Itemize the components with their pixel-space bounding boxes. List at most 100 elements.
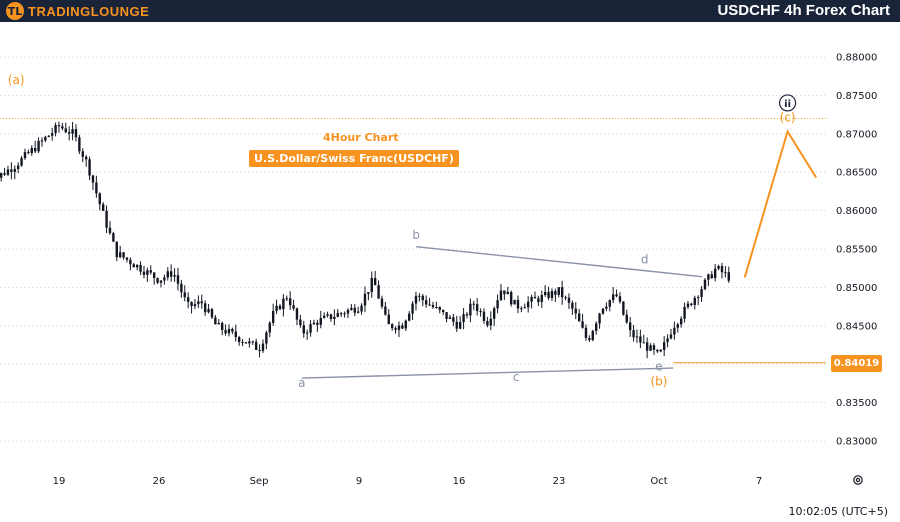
x-tick-label: Sep (250, 476, 269, 487)
candle-body (152, 272, 156, 278)
candle-body (618, 296, 622, 302)
candle-body (13, 168, 16, 172)
candle-body (564, 297, 567, 299)
candle-body (713, 268, 717, 279)
pair-label: U.S.Dollar/Swiss Franc(USDCHF) (249, 150, 459, 167)
candle-body (662, 342, 666, 350)
candle-body (115, 241, 118, 258)
wave-circle-icon (778, 94, 797, 112)
candle-body (703, 279, 707, 290)
candle-body (693, 297, 696, 305)
candle-body (642, 342, 645, 344)
candle-body (387, 314, 390, 325)
candle-body (543, 291, 547, 296)
candle-body (435, 306, 438, 308)
candle-body (360, 305, 363, 312)
candle-body (404, 320, 407, 329)
chart-plot[interactable]: 0.88000 0.87500 0.87000 0.86500 0.86000 0.855… (0, 22, 900, 522)
candle-body (169, 271, 173, 277)
candle-body (598, 313, 601, 324)
candle-body (526, 301, 530, 308)
settings-icon[interactable] (852, 474, 864, 486)
candle-body (523, 307, 526, 309)
candle-body (394, 328, 397, 330)
candle-body (319, 317, 322, 325)
candle-body (20, 158, 23, 166)
candle-body (27, 152, 30, 154)
candle-body (520, 308, 523, 310)
candle-body (588, 338, 591, 341)
candle-body (122, 252, 125, 258)
candle-body (380, 298, 384, 307)
candle-body (234, 331, 237, 338)
candle-body (180, 283, 183, 293)
candle-body (676, 324, 679, 328)
candle-body (112, 233, 115, 242)
candle-body (608, 300, 611, 307)
candle-body (30, 148, 33, 154)
candle-body (401, 325, 404, 329)
candle-body (84, 156, 88, 160)
candle-body (322, 315, 326, 318)
candle-body (669, 334, 673, 339)
candle-body (418, 295, 421, 297)
candle-body (509, 291, 513, 305)
candle-body (200, 301, 203, 304)
candle-body (441, 309, 445, 313)
candle-body (343, 313, 346, 315)
candle-body (0, 173, 3, 178)
candle-body (390, 324, 394, 329)
candle-body (220, 322, 224, 331)
chart-title: USDCHF 4h Forex Chart (717, 2, 890, 19)
candle-body (108, 227, 112, 234)
candle-body (679, 318, 683, 325)
candle-body (683, 306, 686, 319)
candle-body (469, 303, 472, 316)
candle-body (717, 266, 720, 269)
candle-body (574, 308, 577, 314)
candle-body (292, 305, 295, 309)
wave-label: ii (784, 99, 791, 110)
candle-body (159, 280, 163, 283)
candle-body (397, 325, 401, 330)
candle-body (282, 298, 285, 310)
candle-body (431, 305, 435, 308)
candle-body (656, 349, 659, 352)
candle-body (333, 316, 336, 320)
triangle-lower-line (301, 367, 674, 379)
candle-body (363, 293, 367, 306)
candle-body (465, 314, 469, 316)
candle-body (639, 336, 642, 343)
y-tick-label: 0.88000 (836, 53, 877, 64)
candle-body (428, 304, 431, 306)
candle-body (248, 341, 251, 344)
candle-body (605, 306, 608, 309)
candle-body (129, 259, 132, 265)
y-tick-label: 0.83500 (836, 398, 877, 409)
candle-body (118, 252, 122, 258)
candle-body (288, 298, 292, 306)
candle-body (166, 271, 169, 278)
wave-label: (b) (651, 375, 668, 389)
candle-body (622, 301, 625, 315)
candle-body (231, 328, 234, 332)
candle-body (537, 298, 540, 303)
candle-body (40, 140, 44, 142)
candle-body (244, 342, 248, 344)
candle-body (448, 317, 452, 319)
x-tick-label: 16 (453, 476, 466, 487)
candle-body (54, 124, 57, 134)
candle-body (251, 341, 254, 343)
candle-body (370, 278, 373, 293)
candle-body (299, 319, 302, 326)
candle-body (411, 303, 414, 314)
candle-body (101, 204, 105, 211)
candle-body (673, 327, 676, 335)
candle-body (506, 291, 509, 295)
candle-body (615, 294, 618, 297)
candle-body (207, 309, 210, 313)
candle-body (125, 257, 129, 260)
candle-body (632, 330, 635, 338)
candle-body (492, 308, 496, 319)
